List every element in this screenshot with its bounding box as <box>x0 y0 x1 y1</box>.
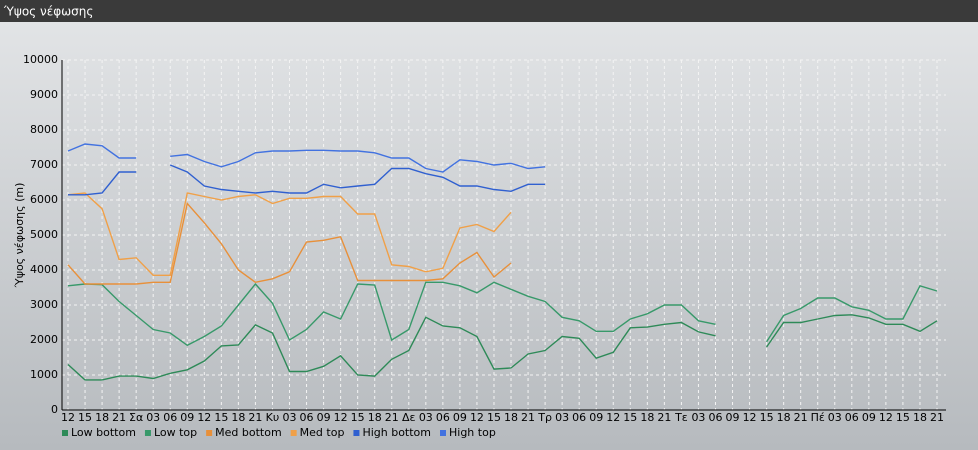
x-tick-label: 12 <box>61 411 75 424</box>
x-tick-label: Σα <box>129 411 143 424</box>
x-tick-label: 18 <box>640 411 654 424</box>
x-tick-label: 03 <box>691 411 705 424</box>
chart-title: Ύψος νέφωσης <box>3 5 93 19</box>
x-tick-label: 03 <box>283 411 297 424</box>
x-tick-label: 12 <box>470 411 484 424</box>
x-tick-label: Πέ <box>811 411 825 424</box>
x-tick-label: 15 <box>623 411 637 424</box>
title-bar <box>0 0 978 22</box>
y-tick-label: 3000 <box>30 298 58 311</box>
y-tick-label: 7000 <box>30 158 58 171</box>
legend-label: Med bottom <box>215 426 282 439</box>
legend-label: Low top <box>154 426 197 439</box>
x-tick-label: 18 <box>777 411 791 424</box>
legend-label: Low bottom <box>71 426 136 439</box>
x-tick-label: 09 <box>862 411 876 424</box>
x-tick-label: 21 <box>248 411 262 424</box>
x-tick-label: 18 <box>231 411 245 424</box>
x-tick-label: 06 <box>572 411 586 424</box>
x-tick-label: 09 <box>317 411 331 424</box>
x-tick-label: 18 <box>95 411 109 424</box>
series-line <box>67 314 938 381</box>
y-tick-label: 4000 <box>30 263 58 276</box>
legend-label: High bottom <box>362 426 431 439</box>
x-tick-label: 15 <box>214 411 228 424</box>
x-tick-label: 09 <box>589 411 603 424</box>
x-tick-label: 06 <box>845 411 859 424</box>
x-tick-label: 12 <box>334 411 348 424</box>
x-tick-label: 03 <box>419 411 433 424</box>
x-tick-label: 15 <box>351 411 365 424</box>
x-tick-label: 09 <box>726 411 740 424</box>
x-tick-label: 18 <box>504 411 518 424</box>
x-tick-label: Τρ <box>537 411 552 424</box>
x-tick-label: 15 <box>487 411 501 424</box>
x-tick-label: 21 <box>521 411 535 424</box>
x-tick-label: 15 <box>896 411 910 424</box>
y-tick-label: 10000 <box>23 53 58 66</box>
legend-marker <box>353 430 360 436</box>
legend-label: Med top <box>300 426 345 439</box>
x-tick-label: Τε <box>674 411 688 424</box>
legend-marker <box>62 430 68 436</box>
x-tick-label: 06 <box>300 411 314 424</box>
x-tick-label: 18 <box>913 411 927 424</box>
x-tick-label: 12 <box>879 411 893 424</box>
x-tick-label: Κυ <box>266 411 280 424</box>
series-line <box>67 201 512 285</box>
x-tick-label: 21 <box>794 411 808 424</box>
x-tick-label: 03 <box>555 411 569 424</box>
y-tick-label: 1000 <box>30 368 58 381</box>
x-tick-label: 09 <box>180 411 194 424</box>
x-tick-label: 21 <box>930 411 944 424</box>
legend-marker <box>290 430 297 436</box>
series-line <box>68 164 546 196</box>
x-tick-label: 12 <box>606 411 620 424</box>
x-tick-label: 09 <box>453 411 467 424</box>
series-line <box>67 281 938 347</box>
series-line <box>67 192 512 276</box>
legend-marker <box>440 430 446 436</box>
y-tick-label: 5000 <box>30 228 58 241</box>
x-tick-label: 06 <box>708 411 722 424</box>
y-tick-label: 9000 <box>30 88 58 101</box>
series-line <box>67 143 546 173</box>
x-tick-label: 21 <box>385 411 399 424</box>
y-tick-label: 2000 <box>30 333 58 346</box>
y-axis-label: Ύψος νέφωσης (m) <box>13 183 26 289</box>
y-tick-label: 8000 <box>30 123 58 136</box>
x-tick-label: 15 <box>760 411 774 424</box>
x-tick-label: 06 <box>436 411 450 424</box>
x-tick-label: 21 <box>112 411 126 424</box>
x-tick-label: 12 <box>743 411 757 424</box>
x-tick-label: Δε <box>402 411 416 424</box>
x-tick-label: 12 <box>197 411 211 424</box>
legend-marker <box>144 430 151 436</box>
x-tick-label: 21 <box>657 411 671 424</box>
legend-label: High top <box>449 426 496 439</box>
x-tick-label: 06 <box>163 411 177 424</box>
y-tick-label: 0 <box>51 403 58 416</box>
x-tick-label: 03 <box>146 411 160 424</box>
x-tick-label: 15 <box>78 411 92 424</box>
legend-marker <box>206 430 213 436</box>
x-tick-label: 03 <box>828 411 842 424</box>
x-tick-label: 18 <box>368 411 382 424</box>
y-tick-label: 6000 <box>30 193 58 206</box>
